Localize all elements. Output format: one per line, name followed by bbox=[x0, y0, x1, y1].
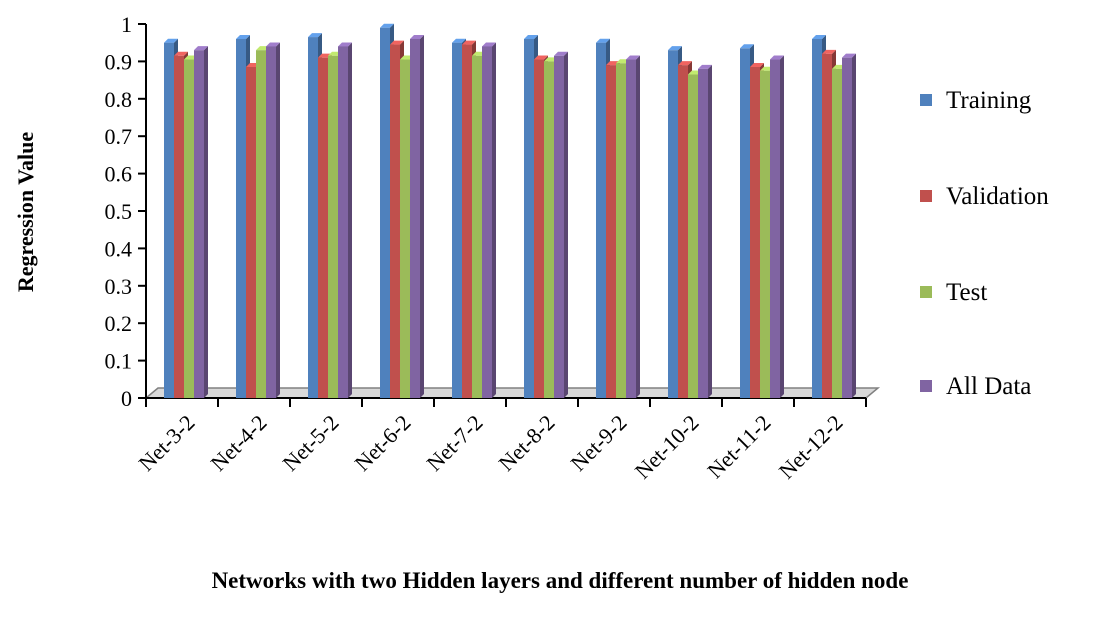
x-tick-label: Net-8-2 bbox=[493, 410, 559, 476]
bar bbox=[626, 55, 640, 398]
y-tick-label: 0.2 bbox=[105, 311, 133, 336]
y-tick-label: 0.4 bbox=[105, 236, 133, 261]
legend-label: All Data bbox=[946, 373, 1031, 400]
legend: Training Validation Test All Data bbox=[920, 87, 1049, 400]
legend-item: Training bbox=[920, 87, 1032, 114]
bar-series bbox=[164, 23, 856, 399]
x-tick-label: Net-3-2 bbox=[133, 410, 199, 476]
bar bbox=[194, 46, 208, 399]
bar bbox=[410, 34, 424, 399]
legend-item: Validation bbox=[920, 183, 1049, 210]
bar bbox=[770, 55, 784, 398]
y-tick-label: 1 bbox=[121, 12, 132, 37]
x-axis-label: Networks with two Hidden layers and diff… bbox=[211, 568, 909, 593]
legend-label: Test bbox=[946, 279, 987, 306]
legend-swatch bbox=[920, 286, 932, 298]
bar bbox=[482, 42, 496, 398]
legend-label: Training bbox=[946, 87, 1032, 114]
x-tick-label: Net-10-2 bbox=[630, 410, 704, 484]
y-axis-label: Regression Value bbox=[13, 132, 38, 293]
x-tick-label: Net-6-2 bbox=[349, 410, 415, 476]
legend-item: All Data bbox=[920, 373, 1031, 400]
bar bbox=[266, 42, 280, 398]
legend-swatch bbox=[920, 380, 932, 392]
bar bbox=[338, 42, 352, 398]
bar bbox=[698, 64, 712, 398]
y-tick-label: 0.8 bbox=[105, 87, 133, 112]
y-tick-label: 0.9 bbox=[105, 49, 133, 74]
y-tick-label: 0.7 bbox=[105, 124, 133, 149]
y-tick-label: 0.5 bbox=[105, 199, 133, 224]
x-tick-label: Net-11-2 bbox=[702, 410, 775, 483]
legend-item: Test bbox=[920, 279, 987, 306]
x-tick-label: Net-7-2 bbox=[421, 410, 487, 476]
legend-label: Validation bbox=[946, 183, 1049, 210]
x-tick-label: Net-12-2 bbox=[774, 410, 848, 484]
x-tick-label: Net-9-2 bbox=[565, 410, 631, 476]
x-tick-label: Net-5-2 bbox=[277, 410, 343, 476]
x-tick-label: Net-4-2 bbox=[205, 410, 271, 476]
y-tick-label: 0.1 bbox=[105, 349, 133, 374]
y-tick-label: 0.6 bbox=[105, 162, 133, 187]
y-axis-ticks: 0 0.1 0.2 0.3 0.4 0.5 0.6 0.7 0.8 0.9 1 bbox=[105, 12, 146, 411]
y-tick-label: 0.3 bbox=[105, 274, 133, 299]
x-axis-ticks: Net-3-2 Net-4-2 Net-5-2 Net-6-2 Net-7-2 Net-8… bbox=[133, 398, 867, 484]
legend-swatch bbox=[920, 94, 932, 106]
y-tick-label: 0 bbox=[121, 386, 132, 411]
bar bbox=[842, 53, 856, 398]
legend-swatch bbox=[920, 190, 932, 202]
bar bbox=[554, 51, 568, 398]
